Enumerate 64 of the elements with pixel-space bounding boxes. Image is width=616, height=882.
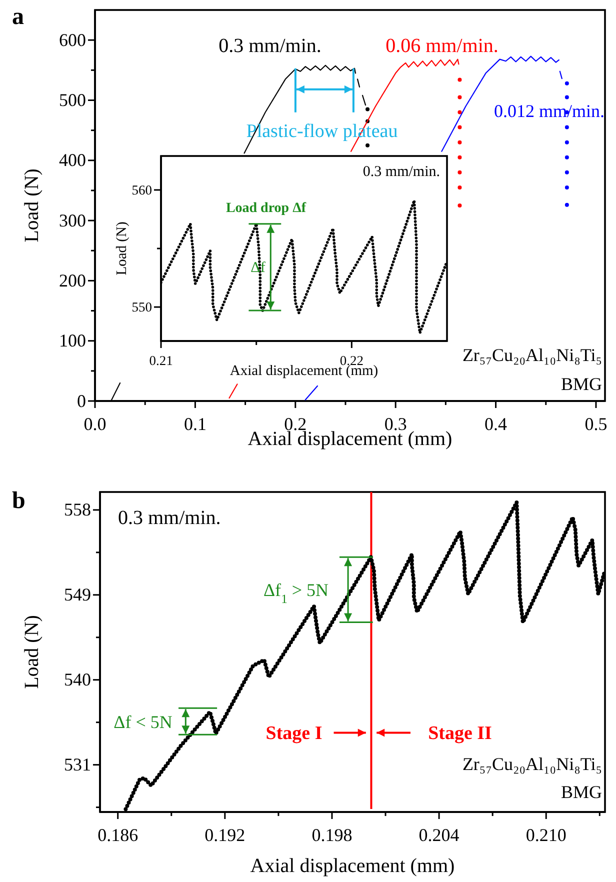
x-tick-label: 0.204 [418, 824, 460, 845]
series-label: 0.012 mm/min. [494, 101, 605, 121]
x-tick-label: 0.192 [204, 824, 246, 845]
x-tick-label: 0.21 [149, 352, 173, 368]
annotation: Δf < 5N [114, 712, 172, 732]
point [458, 170, 462, 174]
y-tick-label: 531 [64, 754, 91, 775]
x-tick-label: 0.5 [584, 414, 608, 434]
x-tick-label: 0.210 [526, 824, 566, 845]
y-tick-label: 500 [59, 90, 86, 110]
y-tick-label: 540 [64, 670, 91, 690]
x-tick-label: 0.4 [484, 414, 508, 434]
text: 0.3 mm/min. [362, 164, 440, 180]
point [458, 155, 462, 160]
y-tick-label: 300 [59, 210, 86, 230]
point [564, 155, 569, 160]
point [564, 170, 569, 174]
y-tick-label: 400 [59, 150, 86, 170]
y-tick-label: 600 [59, 30, 86, 50]
point [366, 143, 370, 148]
point [564, 202, 569, 207]
y-tick-label: 100 [59, 330, 86, 351]
annotation: BMG [560, 782, 602, 802]
annotation: Δf [250, 260, 266, 276]
y-tick-label: 200 [59, 270, 86, 290]
point [564, 185, 569, 190]
x-tick-label: 0.186 [98, 824, 138, 845]
series-label: 0.06 mm/min. [386, 35, 498, 57]
x-tick-label: 0.0 [84, 414, 106, 434]
x-tick-label: 0.1 [184, 414, 206, 434]
point [366, 107, 370, 112]
y-tick-label: 558 [64, 500, 91, 520]
point [458, 185, 462, 190]
x-axis-title: Axial displacement (mm) [250, 855, 455, 877]
series-label: 0.3 mm/min. [218, 35, 322, 57]
annotation: BMG [560, 374, 602, 394]
point [458, 125, 462, 130]
annotation: Zr₅₇Cu₂₀Al₁₀Ni₈Ti₅ [462, 345, 602, 365]
chart-title: a [12, 4, 24, 30]
y-tick-label: 550 [132, 299, 152, 314]
annotation: Zr₅₇Cu₂₀Al₁₀Ni₈Ti₅ [462, 754, 602, 774]
point [458, 78, 462, 82]
y-axis-title: Load (N) [21, 615, 43, 689]
annotation: Δf$_{1}$ > 5N [263, 580, 329, 606]
point [458, 204, 462, 208]
x-tick-label: 0.198 [312, 824, 352, 845]
point [564, 125, 569, 130]
text: 0.3 mm/min. [118, 507, 221, 529]
y-tick-label: 0 [77, 390, 86, 411]
point [564, 81, 569, 86]
annotation: Stage I [266, 723, 322, 744]
y-axis-title: Load (N) [21, 168, 43, 242]
annotation: Stage II [428, 723, 492, 744]
point [458, 140, 462, 144]
y-axis-title: Load (N) [114, 222, 130, 276]
x-tick-label: 0.3 [384, 414, 407, 434]
chart-title: b [12, 488, 26, 514]
point [458, 95, 462, 100]
annotation: Load drop Δf [226, 201, 306, 216]
point [564, 95, 569, 100]
point [458, 110, 462, 114]
point [564, 140, 569, 144]
y-tick-label: 549 [64, 584, 91, 605]
y-tick-label: 560 [132, 182, 152, 198]
